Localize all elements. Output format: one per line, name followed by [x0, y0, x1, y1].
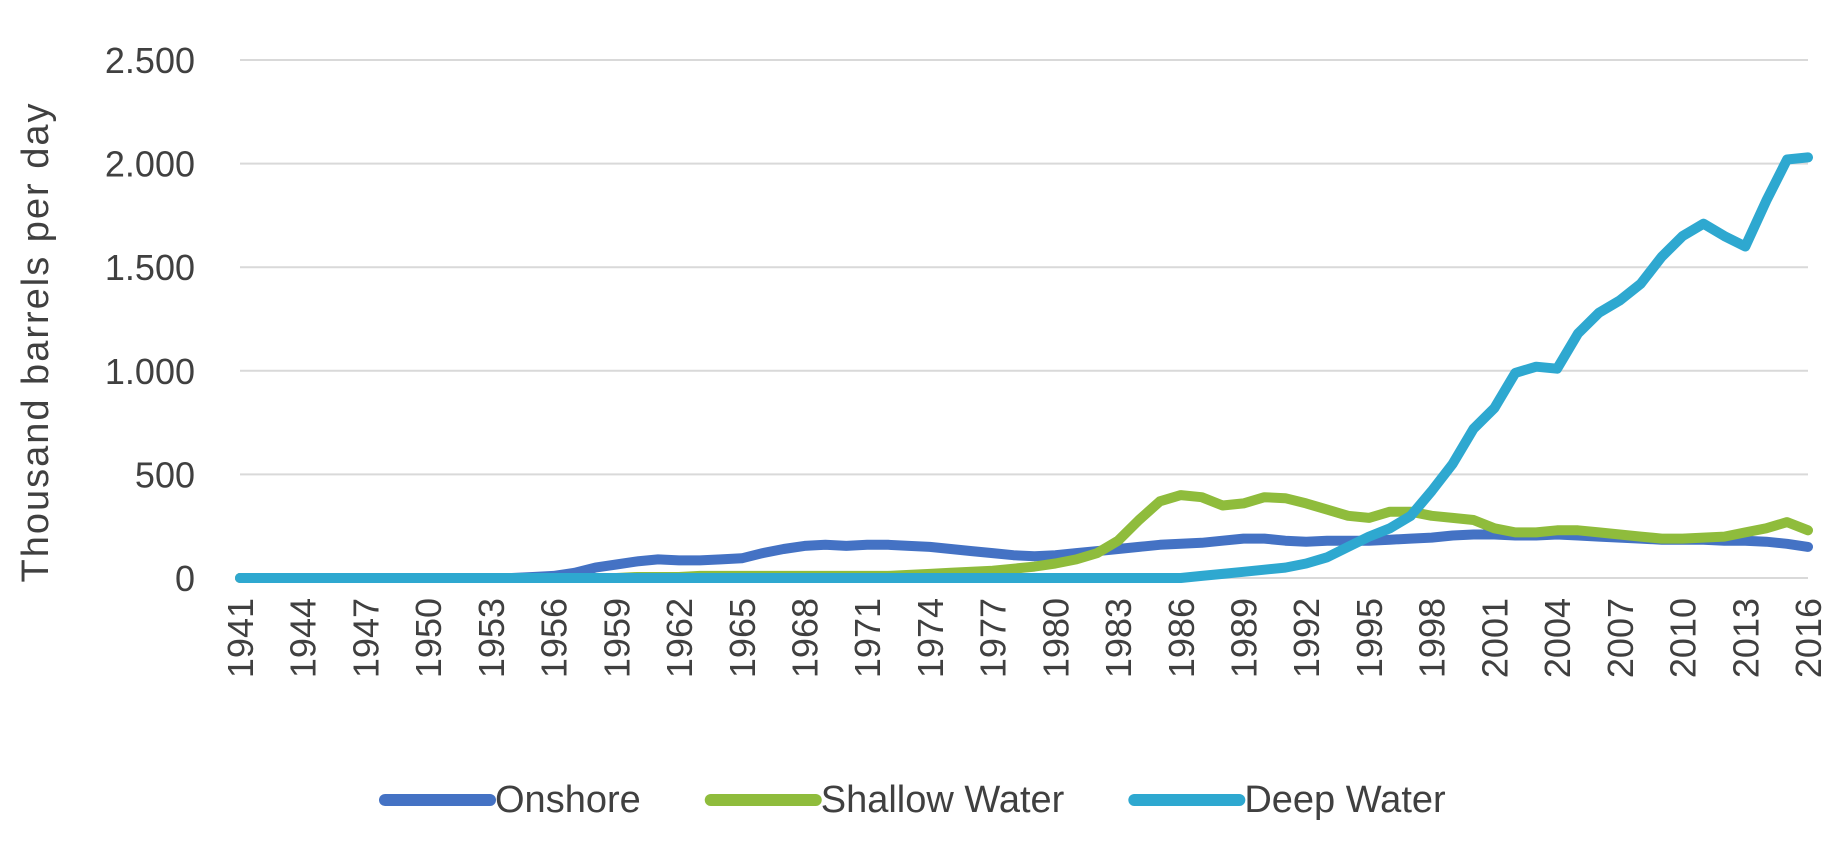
x-tick-label: 1941	[220, 598, 261, 678]
y-tick-label: 2.000	[105, 144, 195, 185]
legend: Onshore Shallow Water Deep Water	[379, 779, 1446, 821]
x-tick-label: 1986	[1161, 598, 1202, 678]
x-tick-label: 1995	[1349, 598, 1390, 678]
x-tick-label: 1953	[471, 598, 512, 678]
gridlines	[240, 59, 1808, 476]
x-axis-ticks: 1941 1944 1947 1950 1953 1956 1959 1962 1965 1968…	[220, 598, 1825, 678]
x-tick-label: 1980	[1035, 598, 1076, 678]
x-tick-label: 1989	[1224, 598, 1265, 678]
x-tick-label: 2001	[1474, 598, 1515, 678]
x-tick-label: 1998	[1412, 598, 1453, 678]
x-tick-label: 2010	[1663, 598, 1704, 678]
y-tick-label: 2.500	[105, 40, 195, 81]
x-tick-label: 1977	[973, 598, 1014, 678]
y-tick-label: 0	[175, 558, 195, 599]
y-axis-label: Thousand barrels per day	[15, 101, 57, 582]
y-tick-label: 500	[135, 454, 195, 495]
legend-label-deep-water: Deep Water	[1244, 779, 1446, 821]
legend-label-onshore: Onshore	[495, 779, 641, 821]
series-lines	[235, 152, 1813, 583]
x-tick-label: 2007	[1600, 598, 1641, 678]
x-tick-label: 1968	[784, 598, 825, 678]
x-tick-label: 1944	[283, 598, 324, 678]
x-tick-label: 1965	[722, 598, 763, 678]
y-tick-label: 1.500	[105, 247, 195, 288]
y-tick-label: 1.000	[105, 351, 195, 392]
x-tick-label: 1947	[345, 598, 386, 678]
x-tick-label: 1983	[1098, 598, 1139, 678]
series-line-deep-water	[235, 152, 1813, 583]
x-tick-label: 1992	[1286, 598, 1327, 678]
x-tick-label: 1950	[408, 598, 449, 678]
x-tick-label: 1971	[847, 598, 888, 678]
x-tick-label: 2004	[1537, 598, 1578, 678]
x-tick-label: 1956	[534, 598, 575, 678]
x-tick-label: 1962	[659, 598, 700, 678]
x-tick-label: 2013	[1725, 598, 1766, 678]
x-tick-label: 2016	[1788, 598, 1825, 678]
x-tick-label: 1959	[596, 598, 637, 678]
x-tick-label: 1974	[910, 598, 951, 678]
legend-label-shallow-water: Shallow Water	[821, 779, 1065, 821]
y-axis-ticks: 0 500 1.000 1.500 2.000 2.500	[105, 40, 195, 599]
